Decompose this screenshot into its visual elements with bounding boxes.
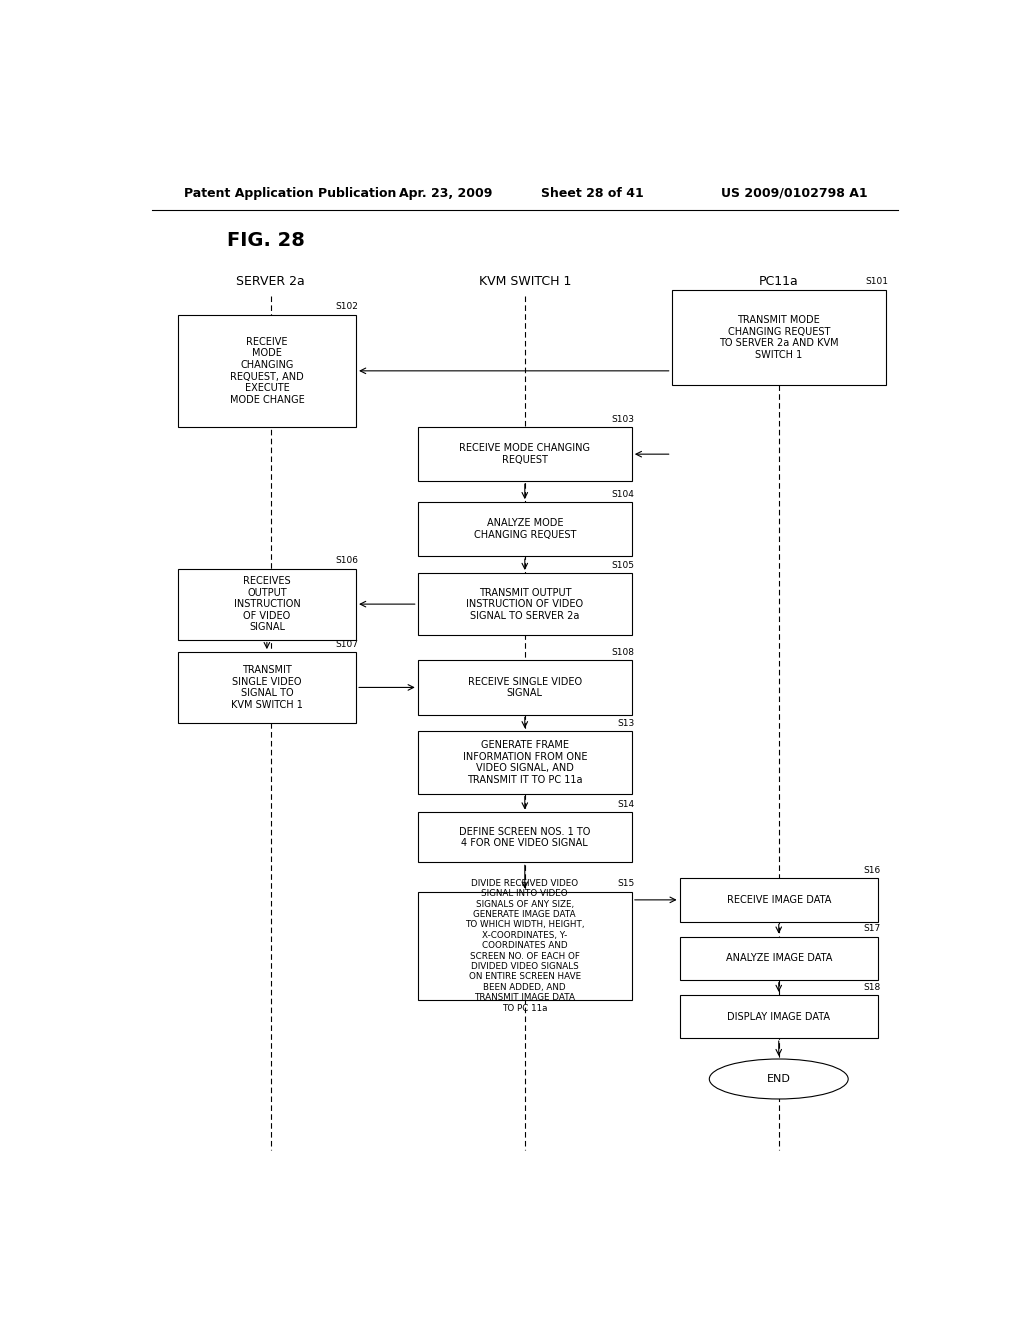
Text: S104: S104: [611, 490, 634, 499]
Text: PC11a: PC11a: [759, 275, 799, 288]
Text: S105: S105: [611, 561, 634, 569]
Text: RECEIVE
MODE
CHANGING
REQUEST, AND
EXECUTE
MODE CHANGE: RECEIVE MODE CHANGING REQUEST, AND EXECU…: [229, 337, 304, 405]
Text: ANALYZE IMAGE DATA: ANALYZE IMAGE DATA: [726, 953, 831, 964]
Text: Patent Application Publication: Patent Application Publication: [183, 187, 396, 199]
Text: S101: S101: [865, 277, 888, 286]
Text: SERVER 2a: SERVER 2a: [237, 275, 305, 288]
FancyBboxPatch shape: [177, 652, 356, 723]
FancyBboxPatch shape: [418, 660, 632, 714]
FancyBboxPatch shape: [680, 995, 878, 1038]
Text: RECEIVE MODE CHANGING
REQUEST: RECEIVE MODE CHANGING REQUEST: [460, 444, 590, 465]
Text: DISPLAY IMAGE DATA: DISPLAY IMAGE DATA: [727, 1011, 830, 1022]
FancyBboxPatch shape: [418, 428, 632, 482]
FancyBboxPatch shape: [177, 314, 356, 428]
Text: RECEIVE IMAGE DATA: RECEIVE IMAGE DATA: [727, 895, 830, 906]
Ellipse shape: [710, 1059, 848, 1100]
FancyBboxPatch shape: [418, 573, 632, 635]
FancyBboxPatch shape: [418, 891, 632, 999]
Text: FIG. 28: FIG. 28: [227, 231, 305, 249]
Text: S13: S13: [617, 719, 634, 727]
Text: S103: S103: [611, 414, 634, 424]
Text: Sheet 28 of 41: Sheet 28 of 41: [541, 187, 644, 199]
Text: S107: S107: [336, 640, 358, 648]
Text: S17: S17: [863, 924, 881, 933]
Text: RECEIVE SINGLE VIDEO
SIGNAL: RECEIVE SINGLE VIDEO SIGNAL: [468, 677, 582, 698]
Text: TRANSMIT OUTPUT
INSTRUCTION OF VIDEO
SIGNAL TO SERVER 2a: TRANSMIT OUTPUT INSTRUCTION OF VIDEO SIG…: [466, 587, 584, 620]
Text: RECEIVES
OUTPUT
INSTRUCTION
OF VIDEO
SIGNAL: RECEIVES OUTPUT INSTRUCTION OF VIDEO SIG…: [233, 576, 300, 632]
FancyBboxPatch shape: [418, 731, 632, 793]
Text: ANALYZE MODE
CHANGING REQUEST: ANALYZE MODE CHANGING REQUEST: [474, 519, 575, 540]
Text: S102: S102: [336, 302, 358, 312]
Text: S15: S15: [617, 879, 634, 888]
Text: TRANSMIT MODE
CHANGING REQUEST
TO SERVER 2a AND KVM
SWITCH 1: TRANSMIT MODE CHANGING REQUEST TO SERVER…: [719, 315, 839, 360]
FancyBboxPatch shape: [680, 936, 878, 979]
Text: S108: S108: [611, 648, 634, 657]
FancyBboxPatch shape: [418, 502, 632, 556]
Text: TRANSMIT
SINGLE VIDEO
SIGNAL TO
KVM SWITCH 1: TRANSMIT SINGLE VIDEO SIGNAL TO KVM SWIT…: [231, 665, 303, 710]
Text: S18: S18: [863, 982, 881, 991]
FancyBboxPatch shape: [680, 878, 878, 921]
Text: KVM SWITCH 1: KVM SWITCH 1: [478, 275, 571, 288]
Text: S16: S16: [863, 866, 881, 875]
Text: GENERATE FRAME
INFORMATION FROM ONE
VIDEO SIGNAL, AND
TRANSMIT IT TO PC 11a: GENERATE FRAME INFORMATION FROM ONE VIDE…: [463, 741, 587, 785]
Text: S14: S14: [617, 800, 634, 809]
Text: DIVIDE RECEIVED VIDEO
SIGNAL INTO VIDEO
SIGNALS OF ANY SIZE,
GENERATE IMAGE DATA: DIVIDE RECEIVED VIDEO SIGNAL INTO VIDEO …: [465, 879, 585, 1012]
Text: DEFINE SCREEN NOS. 1 TO
4 FOR ONE VIDEO SIGNAL: DEFINE SCREEN NOS. 1 TO 4 FOR ONE VIDEO …: [459, 826, 591, 849]
FancyBboxPatch shape: [672, 289, 886, 385]
Text: Apr. 23, 2009: Apr. 23, 2009: [398, 187, 493, 199]
Text: S106: S106: [336, 556, 358, 565]
Text: END: END: [767, 1074, 791, 1084]
Text: US 2009/0102798 A1: US 2009/0102798 A1: [721, 187, 868, 199]
FancyBboxPatch shape: [418, 812, 632, 862]
FancyBboxPatch shape: [177, 569, 356, 639]
